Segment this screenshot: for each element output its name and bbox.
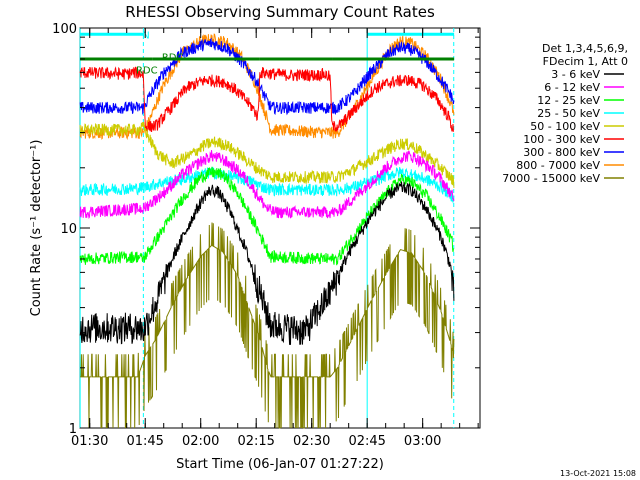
series-6-line	[79, 66, 455, 133]
legend-label-2: 6 - 12 keV	[544, 81, 600, 94]
legend-label-7: 300 - 800 keV	[523, 146, 600, 159]
x-tick-label-4: 02:15	[237, 434, 274, 449]
y-tick-label-3: 100	[52, 22, 77, 37]
x-tick-label-6: 02:45	[348, 434, 385, 449]
series-3-line	[79, 166, 455, 266]
annotation-1: N	[142, 30, 149, 41]
annotation-2: RDC	[162, 53, 184, 64]
legend: Det 1,3,4,5,6,9,FDecim 1, Att 03 - 6 keV…	[502, 42, 628, 185]
legend-label-4: 25 - 50 keV	[537, 107, 600, 120]
series-7-line	[79, 37, 455, 116]
legend-header-2: FDecim 1, Att 0	[543, 55, 628, 68]
series-8-line	[79, 33, 455, 140]
annotation-3: RDC	[136, 66, 158, 77]
plot-area: N RDC RDC 1 10 100 01:30 01:45 02:00 02:15 02:30 02…	[52, 22, 481, 449]
legend-header-1: Det 1,3,4,5,6,9,	[542, 42, 628, 55]
chart-title: RHESSI Observing Summary Count Rates	[125, 3, 435, 21]
legend-label-9: 7000 - 15000 keV	[502, 172, 600, 185]
series-2-line	[79, 150, 455, 220]
x-axis-label: Start Time (06-Jan-07 01:27:22)	[176, 457, 384, 472]
legend-label-1: 3 - 6 keV	[551, 68, 600, 81]
y-tick-label-2: 10	[60, 222, 77, 237]
x-tick-label-7: 03:00	[404, 434, 441, 449]
x-tick-label-1: 01:30	[71, 434, 108, 449]
x-tick-label-5: 02:30	[293, 434, 330, 449]
legend-label-8: 800 - 7000 keV	[516, 159, 600, 172]
x-tick-label-2: 01:45	[126, 434, 163, 449]
footer-timestamp: 13-Oct-2021 15:08	[560, 469, 636, 478]
legend-label-5: 50 - 100 keV	[530, 120, 600, 133]
legend-label-3: 12 - 25 keV	[537, 94, 600, 107]
series-9-line	[80, 222, 455, 429]
x-tick-label-3: 02:00	[182, 434, 219, 449]
y-tick-label-1: 1	[69, 422, 77, 437]
series-1-line	[79, 181, 455, 345]
y-axis-label: Count Rate (s⁻¹ detector⁻¹)	[29, 140, 44, 317]
series-5-line	[79, 121, 455, 188]
legend-label-6: 100 - 300 keV	[523, 133, 600, 146]
series-4-line	[79, 166, 455, 204]
